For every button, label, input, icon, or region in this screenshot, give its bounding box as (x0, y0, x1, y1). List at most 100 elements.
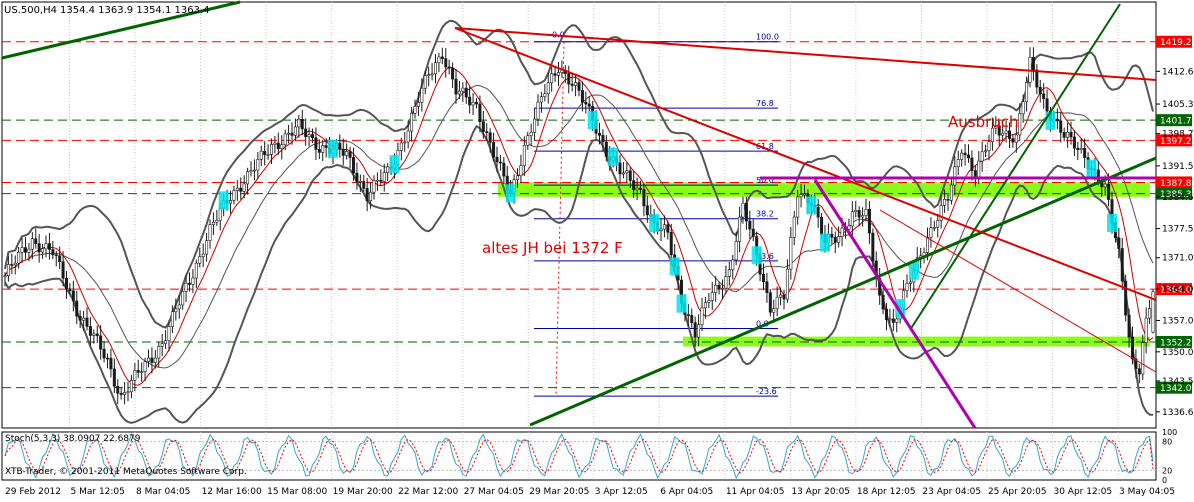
candle-body (857, 210, 861, 218)
candle-body (1069, 131, 1073, 138)
candle-body (802, 193, 806, 196)
candle-body (191, 277, 195, 285)
candle-body (433, 62, 437, 75)
candle-body (864, 209, 868, 217)
candle-body (936, 220, 940, 228)
candle-body (239, 187, 243, 192)
signal-highlight (649, 214, 660, 233)
candle-body (539, 96, 543, 103)
candle-body (618, 162, 622, 175)
candle-body (1038, 86, 1042, 95)
candle-body (1134, 358, 1138, 369)
signal-highlight (505, 184, 516, 203)
candle-body (574, 82, 578, 86)
candle-body (580, 90, 584, 103)
candle-body (304, 128, 308, 137)
bollinger-lower (4, 124, 1154, 424)
candle-body (550, 73, 554, 84)
price-tick-label: 1405.3 (1162, 100, 1194, 110)
level-tag-label: 1397.2 (1160, 137, 1192, 147)
candle-body (553, 73, 557, 76)
trendline (454, 27, 1157, 301)
candle-body (61, 261, 65, 279)
candle-body (731, 259, 735, 271)
candle-body (1066, 131, 1070, 138)
candle-body (362, 181, 366, 189)
candle-body (92, 333, 96, 336)
signal-highlight (608, 147, 619, 166)
trendlines[interactable] (1, 0, 1157, 429)
candle-body (71, 290, 75, 302)
candle-body (556, 72, 560, 76)
stoch-axis-label: 0 (1162, 476, 1167, 485)
candle-body (645, 205, 649, 216)
candle-body (861, 215, 865, 218)
candle-body (1031, 57, 1035, 71)
candle-body (413, 106, 417, 114)
candle-body (317, 149, 321, 153)
candle-body (461, 87, 465, 92)
time-tick-label: 8 Mar 04:05 (136, 487, 190, 497)
candle-body (891, 318, 895, 323)
candle-body (727, 269, 731, 277)
candle-body (416, 102, 420, 107)
candle-body (707, 300, 711, 303)
candle-body (116, 385, 120, 394)
candle-body (816, 207, 820, 218)
time-tick-label: 11 Apr 04:05 (726, 487, 785, 497)
candle-body (1004, 130, 1008, 134)
candle-body (293, 126, 297, 136)
candle-body (1045, 98, 1049, 112)
ohlc-readout: 1354.4 1363.9 1354.1 1363.4 (60, 5, 210, 16)
candle-body (1127, 314, 1131, 338)
trendline (454, 27, 1157, 81)
candle-body (451, 67, 455, 80)
candle-body (895, 318, 899, 323)
time-tick-label: 15 Mar 08:00 (267, 487, 327, 497)
candle-body (1001, 132, 1005, 136)
candle-body (106, 357, 110, 360)
fib-level-label: 23.6 (756, 252, 774, 261)
candle-body (881, 294, 885, 310)
candle-body (99, 335, 103, 350)
price-tick-label: 1350.0 (1162, 348, 1194, 358)
candle-body (341, 149, 345, 156)
time-tick-label: 22 Mar 12:00 (398, 487, 458, 497)
fib-level-label: 61.8 (756, 142, 774, 151)
candle-body (779, 294, 783, 298)
level-tag-label: 1352.2 (1160, 338, 1192, 348)
candle-body (847, 225, 851, 230)
trendline (909, 3, 1121, 331)
candle-body (437, 56, 441, 64)
candle-body (188, 282, 192, 285)
stochastic-label: Stoch(5,3,3) 38.0907 22.6879 (5, 434, 141, 444)
candle-body (246, 171, 250, 185)
candle-body (635, 187, 639, 191)
candle-body (1055, 118, 1059, 122)
candle-body (577, 82, 581, 91)
candle-body (966, 154, 970, 159)
candle-body (119, 393, 123, 395)
candle-body (215, 219, 219, 223)
candle-body (324, 145, 328, 148)
trendline (529, 156, 1157, 427)
time-tick-label: 30 Apr 12:05 (1053, 487, 1112, 497)
level-tag-label: 1364.0 (1160, 286, 1192, 296)
candle-body (929, 227, 933, 238)
candle-body (604, 141, 608, 157)
candle-body (748, 220, 752, 230)
candle-body (464, 87, 468, 98)
candle-body (738, 216, 742, 242)
time-tick-label: 13 Apr 20:05 (791, 487, 850, 497)
candle-body (273, 142, 277, 145)
candle-body (720, 287, 724, 290)
time-tick-label: 25 Apr 20:05 (988, 487, 1047, 497)
signal-highlight (751, 246, 762, 265)
candle-body (75, 300, 79, 317)
candle-body (345, 151, 349, 156)
candle-body (229, 200, 233, 204)
symbol-label: US.500,H4 (4, 5, 57, 16)
candle-body (269, 144, 273, 155)
